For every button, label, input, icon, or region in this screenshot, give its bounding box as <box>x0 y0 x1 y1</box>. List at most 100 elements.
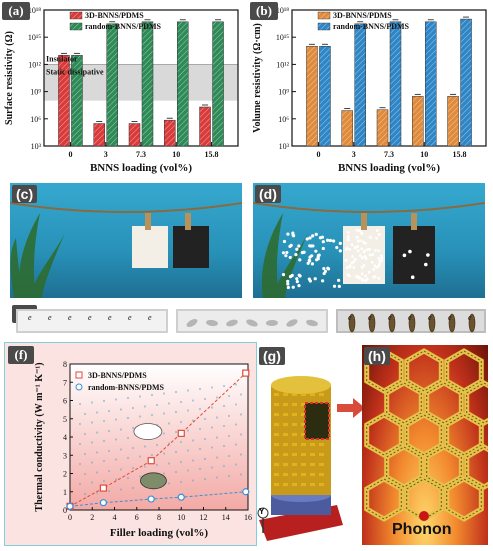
electron-label: e <box>108 313 112 322</box>
point-3d <box>177 429 185 437</box>
foam-particle <box>363 242 367 245</box>
foam-particle <box>358 254 362 257</box>
flake-texture <box>283 473 288 476</box>
flake-texture <box>319 473 324 476</box>
honeycomb-cell-edge <box>406 414 442 456</box>
foam-particle <box>337 284 341 288</box>
annotation-static: Static dissipative <box>46 67 104 76</box>
x-tick-label: 7.3 <box>136 150 146 159</box>
flake-texture <box>292 393 297 396</box>
panel-c-photo: (c) <box>10 183 242 298</box>
foam-particle <box>298 258 302 262</box>
foam-particle <box>284 254 288 258</box>
bar-3d <box>93 123 105 147</box>
foam-particle <box>377 276 381 280</box>
electron-label: e <box>28 313 32 322</box>
flake-texture <box>301 443 306 446</box>
foam-particle <box>337 278 341 282</box>
honeycomb-cell-edge <box>386 446 422 488</box>
foam-particle <box>297 244 301 248</box>
y-tick-label: 10⁶ <box>30 115 41 124</box>
x-tick-label: 8 <box>157 513 161 522</box>
foam-particle <box>309 244 313 248</box>
foam-particle <box>294 253 298 257</box>
honeycomb-cell <box>464 380 493 426</box>
flake-texture <box>292 473 297 476</box>
point-random <box>66 502 74 510</box>
y-tick-label: 10⁶ <box>278 115 289 124</box>
flake-texture <box>292 453 297 456</box>
panel-tag: (a) <box>2 2 30 20</box>
honeycomb-cell-edge <box>446 350 482 392</box>
zoom-region <box>304 402 330 440</box>
foam-particle <box>426 253 430 257</box>
legend-marker <box>75 371 83 379</box>
flake-texture <box>310 443 315 446</box>
strip-random <box>176 309 328 333</box>
foam-particle <box>295 247 299 251</box>
flake-texture <box>274 413 279 416</box>
x-tick-label: 0 <box>68 513 72 522</box>
honeycomb-cell-edge <box>366 414 402 456</box>
foam-particle <box>356 239 360 243</box>
bar-random <box>389 21 402 147</box>
random-flake <box>306 319 318 327</box>
bar-3d <box>58 55 70 147</box>
flake-texture <box>292 413 297 416</box>
x-tick-label: 2 <box>90 513 94 522</box>
foam-particle <box>321 240 325 244</box>
foam-particle <box>297 284 301 288</box>
electron-label: e <box>48 313 52 322</box>
y-axis-label: Surface resistivity (Ω) <box>4 31 15 125</box>
foam-particle <box>357 275 361 279</box>
foam-particle <box>362 250 366 254</box>
foam-particle <box>344 247 348 251</box>
y-tick-label: 2 <box>63 470 67 479</box>
foam-particle <box>305 237 309 241</box>
foam-particle <box>352 260 356 264</box>
foam-particle <box>295 280 299 284</box>
aligned-flake <box>348 313 356 333</box>
y-tick-label: 3 <box>63 451 67 460</box>
flake-texture <box>301 413 306 416</box>
foam-particle <box>372 275 376 279</box>
honeycomb-cell <box>444 476 484 522</box>
y-tick-label: 6 <box>63 397 67 406</box>
bar-3d <box>128 123 141 147</box>
bar-3d <box>199 106 211 147</box>
flake-texture <box>283 423 288 426</box>
honeycomb-cell <box>364 476 404 522</box>
electron-label: e <box>68 313 72 322</box>
foam-particle <box>286 282 290 286</box>
foam-particle <box>318 236 323 240</box>
flake-texture <box>283 483 288 486</box>
annotation-insulator: Insulator <box>46 54 78 63</box>
random-flake <box>186 319 198 327</box>
point-3d <box>242 369 250 377</box>
foam-particle <box>360 266 364 269</box>
label-c: (c) <box>12 185 38 203</box>
x-tick-label: 15.8 <box>205 150 219 159</box>
flake-texture <box>274 443 279 446</box>
random-flake <box>266 319 278 327</box>
bar-random <box>141 21 154 147</box>
honeycomb-cell-edge <box>446 478 482 520</box>
honeycomb-cell-edge <box>366 478 402 520</box>
y-tick-label: 10³ <box>31 142 42 151</box>
clothesline-charged-illustration <box>253 202 485 298</box>
random-flake <box>226 319 238 327</box>
foam-particle <box>374 266 378 270</box>
foam-particle <box>310 262 315 266</box>
panel-tag: (f) <box>8 346 34 364</box>
foam-particle <box>375 236 378 240</box>
honeycomb-illustration <box>364 348 493 522</box>
panel-tag: (b) <box>250 2 278 20</box>
foam-particle <box>286 285 290 290</box>
bar-random <box>71 55 83 147</box>
foam-particle <box>372 268 375 272</box>
flake-texture <box>301 463 306 466</box>
foam-particle <box>308 236 312 240</box>
x-tick-label: 12 <box>200 513 208 522</box>
electron-label: e <box>368 313 372 322</box>
foam-particle <box>362 264 366 267</box>
